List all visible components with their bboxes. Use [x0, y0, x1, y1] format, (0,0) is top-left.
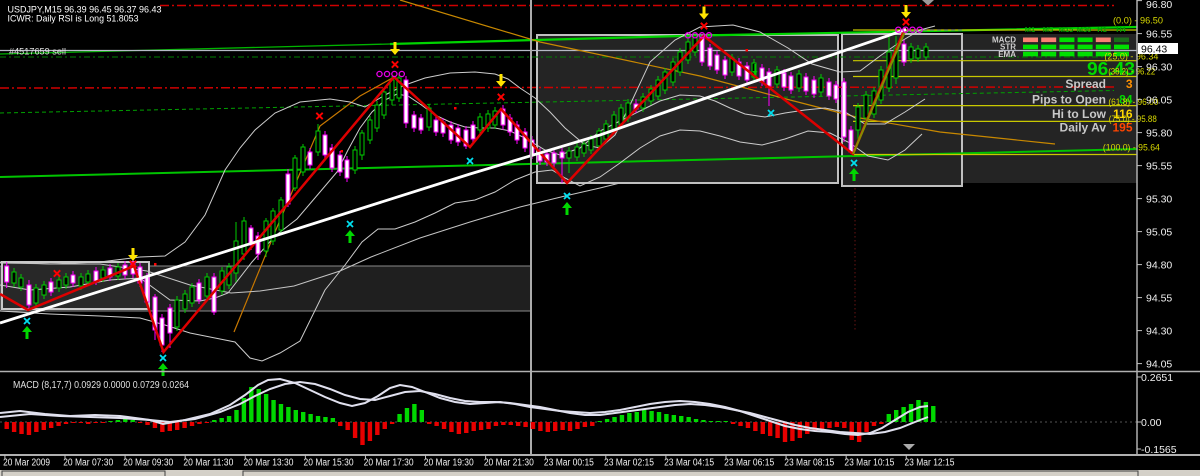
svg-text:M1: M1: [1025, 25, 1035, 34]
svg-text:M30: M30: [1077, 25, 1092, 34]
svg-text:20 Mar 19:30: 20 Mar 19:30: [424, 458, 474, 469]
svg-text:20 Mar 2009: 20 Mar 2009: [3, 458, 50, 469]
svg-text:116: 116: [1113, 107, 1133, 121]
svg-text:MACD: MACD: [992, 36, 1016, 45]
svg-text:96.30: 96.30: [1146, 62, 1172, 74]
svg-text:84: 84: [1119, 93, 1133, 107]
svg-text:(0.0) - 96.50: (0.0) - 96.50: [1113, 16, 1163, 26]
svg-text:20 Mar 09:30: 20 Mar 09:30: [123, 458, 173, 469]
svg-text:96.55: 96.55: [1146, 29, 1172, 41]
svg-text:94.80: 94.80: [1146, 260, 1172, 272]
svg-text:23 Mar 02:15: 23 Mar 02:15: [604, 458, 654, 469]
svg-text:95.30: 95.30: [1146, 194, 1172, 206]
svg-text:USDJPY,M15 96.39 96.45 96.37: USDJPY,M15 96.39 96.45 96.37 96.43: [8, 5, 162, 16]
svg-text:20 Mar 17:30: 20 Mar 17:30: [364, 458, 414, 469]
svg-text:H4: H4: [1116, 25, 1126, 34]
svg-text:20 Mar 07:30: 20 Mar 07:30: [63, 458, 113, 469]
svg-text:(38.2) - 96.22: (38.2) - 96.22: [1108, 67, 1155, 77]
svg-text:(100.0) - 95.64: (100.0) - 95.64: [1103, 143, 1160, 153]
svg-text:-0.1565: -0.1565: [1141, 444, 1177, 456]
svg-text:Spread: Spread: [1065, 77, 1106, 91]
svg-text:STR: STR: [1000, 43, 1016, 52]
svg-text:20 Mar 11:30: 20 Mar 11:30: [183, 458, 233, 469]
svg-text:0.00: 0.00: [1141, 417, 1162, 429]
svg-text:H1: H1: [1097, 25, 1107, 34]
svg-text:Pips to Open: Pips to Open: [1032, 93, 1106, 107]
svg-text:23 Mar 12:15: 23 Mar 12:15: [904, 458, 954, 469]
svg-text:M15: M15: [1059, 25, 1074, 34]
svg-text:94.30: 94.30: [1146, 326, 1172, 338]
svg-text:(61.8) - 96.00: (61.8) - 96.00: [1108, 97, 1158, 107]
svg-text:MACD (8,17,7) 0.0929 0.0000 0: MACD (8,17,7) 0.0929 0.0000 0.0729 0.026…: [13, 379, 189, 391]
svg-text:3: 3: [1126, 77, 1133, 91]
svg-text:96.80: 96.80: [1146, 0, 1172, 11]
svg-text:23 Mar 04:15: 23 Mar 04:15: [664, 458, 714, 469]
svg-text:23 Mar 06:15: 23 Mar 06:15: [724, 458, 774, 469]
svg-text:(25.0) - 96.34: (25.0) - 96.34: [1104, 52, 1158, 62]
svg-text:96.05: 96.05: [1146, 95, 1172, 107]
svg-text:Hi to Low: Hi to Low: [1052, 107, 1107, 121]
svg-text:(75.0) - 95.88: (75.0) - 95.88: [1109, 114, 1157, 124]
svg-text:23 Mar 00:15: 23 Mar 00:15: [544, 458, 594, 469]
svg-text:20 Mar 15:30: 20 Mar 15:30: [304, 458, 354, 469]
svg-text:95.05: 95.05: [1146, 227, 1172, 239]
svg-text:23 Mar 08:15: 23 Mar 08:15: [784, 458, 834, 469]
svg-text:94.05: 94.05: [1146, 359, 1172, 371]
svg-text:195: 195: [1112, 121, 1132, 135]
svg-text:ICWR: Daily RSI is Long 51.805: ICWR: Daily RSI is Long 51.8053: [8, 14, 139, 25]
svg-text:23 Mar 10:15: 23 Mar 10:15: [844, 458, 894, 469]
svg-text:#4517659 sell: #4517659 sell: [9, 47, 66, 57]
svg-text:20 Mar 13:30: 20 Mar 13:30: [243, 458, 293, 469]
svg-text:0.2651: 0.2651: [1141, 372, 1173, 384]
svg-text:96.43: 96.43: [1141, 44, 1167, 56]
svg-text:96.43: 96.43: [1087, 59, 1135, 79]
svg-text:Daily Av: Daily Av: [1060, 121, 1107, 135]
svg-text:95.55: 95.55: [1146, 161, 1172, 173]
svg-text:EMA: EMA: [998, 50, 1016, 59]
svg-text:94.55: 94.55: [1146, 293, 1172, 305]
svg-text:95.80: 95.80: [1146, 128, 1172, 140]
svg-text:20 Mar 21:30: 20 Mar 21:30: [484, 458, 534, 469]
svg-text:M5: M5: [1043, 25, 1053, 34]
